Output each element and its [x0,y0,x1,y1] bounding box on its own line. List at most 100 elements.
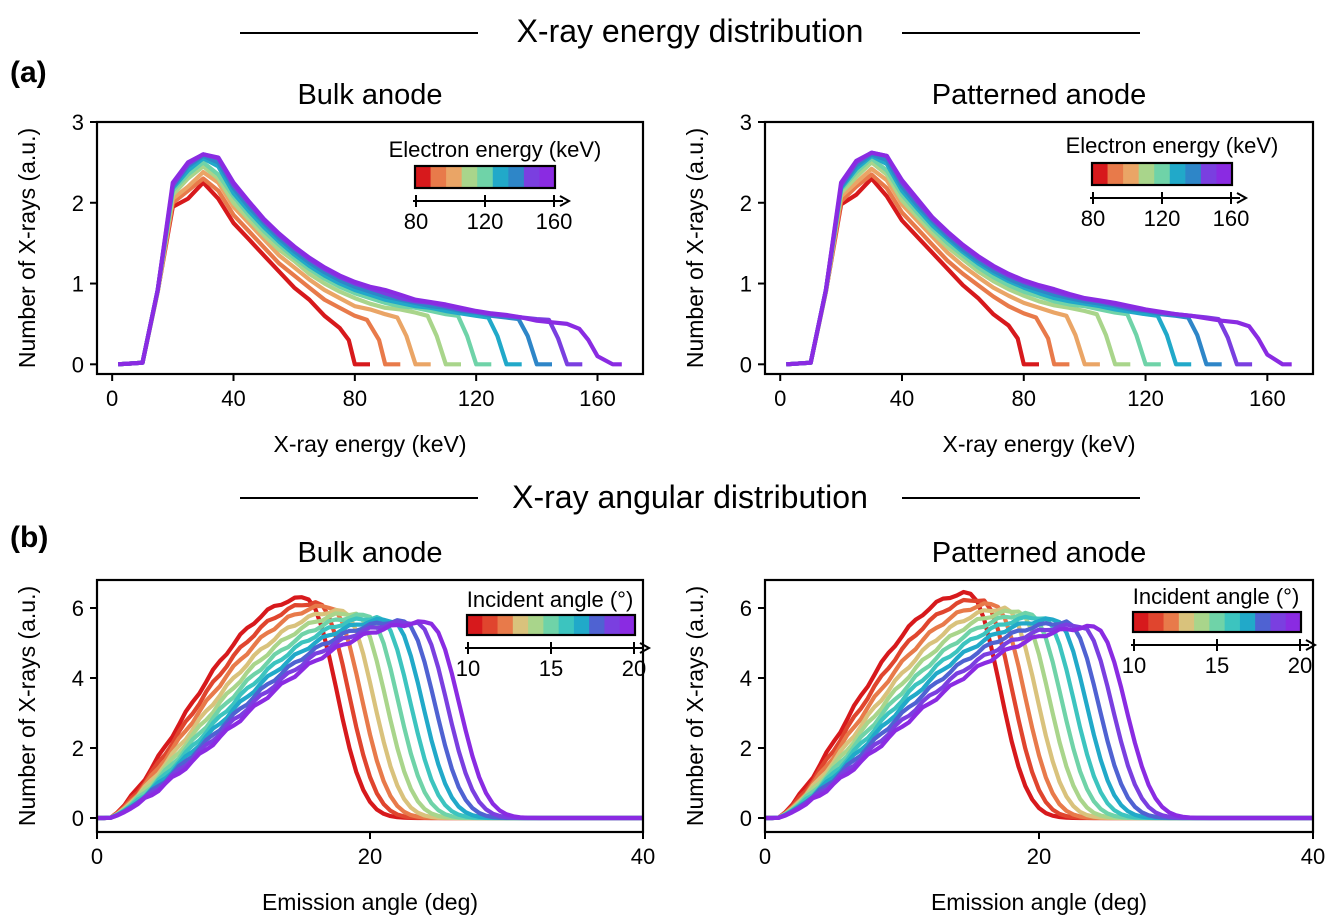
section-a-title: X-ray energy distribution [517,13,864,49]
x-tick-label: 40 [1301,844,1325,869]
axes-frame [763,120,1315,376]
x-tick-label: 0 [759,844,771,869]
colorbar-swatch [415,166,432,188]
plot-angle-patterned: Patterned anode 0 20 40 0 2 4 6 Emission angle (… [682,537,1325,915]
x-axis-label: Emission angle (deg) [262,889,478,915]
y-tick-label: 2 [740,191,752,216]
colorbar: Incident angle (°) 10 15 20 [1122,584,1318,678]
colorbar-tick-label: 10 [456,656,480,681]
colorbar-swatch [482,615,499,635]
panel-label-a: (a) [10,56,47,89]
series-group [97,595,643,821]
colorbar-swatch [430,166,447,188]
colorbar-swatch [1194,612,1210,632]
series-line-120keV [118,160,492,367]
y-tick-label: 6 [740,596,752,621]
y-tick-label: 1 [740,272,752,297]
y-tick-label: 0 [72,352,84,377]
series-line-19 [97,619,643,821]
colorbar-tick-label: 10 [1122,653,1146,678]
panel-title: Patterned anode [932,79,1146,111]
colorbar-swatch [1270,612,1287,632]
colorbar-swatch [1216,163,1233,185]
series-group [786,150,1292,367]
colorbar-tick-label: 80 [1081,206,1105,231]
colorbar-arrowhead [1305,639,1318,651]
colorbar-swatch [1224,612,1241,632]
colorbar-title: Electron energy (keV) [1066,133,1279,158]
series-line-20 [765,623,1313,821]
colorbar-swatch [477,166,494,188]
colorbar-tick-label: 20 [1288,653,1312,678]
y-tick-label: 2 [72,191,84,216]
series-line-90keV [786,172,1070,367]
axes-frame [95,120,645,376]
x-tick-label: 0 [774,386,786,411]
x-tick-label: 80 [343,386,367,411]
section-b-title: X-ray angular distribution [512,479,868,515]
y-tick-label: 3 [740,110,752,135]
series-line-130keV [118,156,522,367]
x-tick-label: 120 [458,386,495,411]
y-tick-label: 3 [72,110,84,135]
y-tick-label: 0 [72,806,84,831]
colorbar-tick-label: 15 [1205,653,1229,678]
x-axis-label: X-ray energy (keV) [273,431,466,457]
section-a-header: X-ray energy distribution [240,13,1140,49]
y-tick-label: 2 [72,736,84,761]
colorbar-arrowhead [559,195,572,207]
colorbar-tick-label: 160 [536,209,573,234]
colorbar-swatch [1185,163,1202,185]
series-line-14 [97,611,643,821]
colorbar-swatch [523,166,540,188]
x-axis-label: Emission angle (deg) [931,889,1147,915]
x-tick-label: 40 [890,386,914,411]
colorbar-swatch [1285,612,1302,632]
y-axis-label: Number of X-rays (a.u.) [682,128,708,368]
colorbar-swatch [1138,163,1155,185]
colorbar-arrowhead [639,642,652,654]
colorbar-swatch [1255,612,1271,632]
x-tick-label: 40 [221,386,245,411]
y-tick-label: 1 [72,272,84,297]
colorbar-swatch [539,166,556,188]
colorbar-frame [465,613,637,637]
series-line-160keV [786,150,1292,367]
colorbar-swatch [1148,612,1165,632]
colorbar-swatch [558,615,575,635]
series-line-20 [97,619,643,821]
colorbar-tick-label: 80 [404,209,428,234]
x-tick-label: 40 [631,844,655,869]
colorbar-swatch [461,166,478,188]
colorbar-tick-label: 15 [539,656,563,681]
series-line-100keV [786,166,1100,367]
colorbar-swatch [1178,612,1195,632]
colorbar-tick-label: 20 [622,656,646,681]
series-line-15 [97,612,643,821]
colorbar-swatch [543,615,560,635]
colorbar-title: Incident angle (°) [1133,584,1300,609]
colorbar-arrowhead [1236,192,1249,204]
colorbar-tick-label: 160 [1213,206,1250,231]
x-tick-label: 20 [358,844,382,869]
colorbar-swatch [497,615,514,635]
x-tick-label: 0 [91,844,103,869]
colorbar-swatch [1200,163,1217,185]
colorbar-swatch [492,166,509,188]
series-group [765,589,1313,821]
colorbar: Electron energy (keV) 80 120 160 [389,137,602,234]
x-tick-label: 80 [1012,386,1036,411]
colorbar-swatch [619,615,636,635]
series-line-120keV [786,156,1161,367]
plot-angle-bulk: Bulk anode 0 20 40 0 2 4 6 Emission angle (deg) N… [14,537,655,915]
series-line-110keV [118,164,461,367]
colorbar-tick-label: 120 [1144,206,1181,231]
series-group [118,152,622,367]
series-line-100keV [118,170,431,367]
y-axis-label: Number of X-rays (a.u.) [14,128,40,368]
colorbar-swatch [508,166,525,188]
panel-title: Bulk anode [297,79,442,111]
series-line-90keV [118,176,401,367]
colorbar: Incident angle (°) 10 15 20 [456,587,652,681]
